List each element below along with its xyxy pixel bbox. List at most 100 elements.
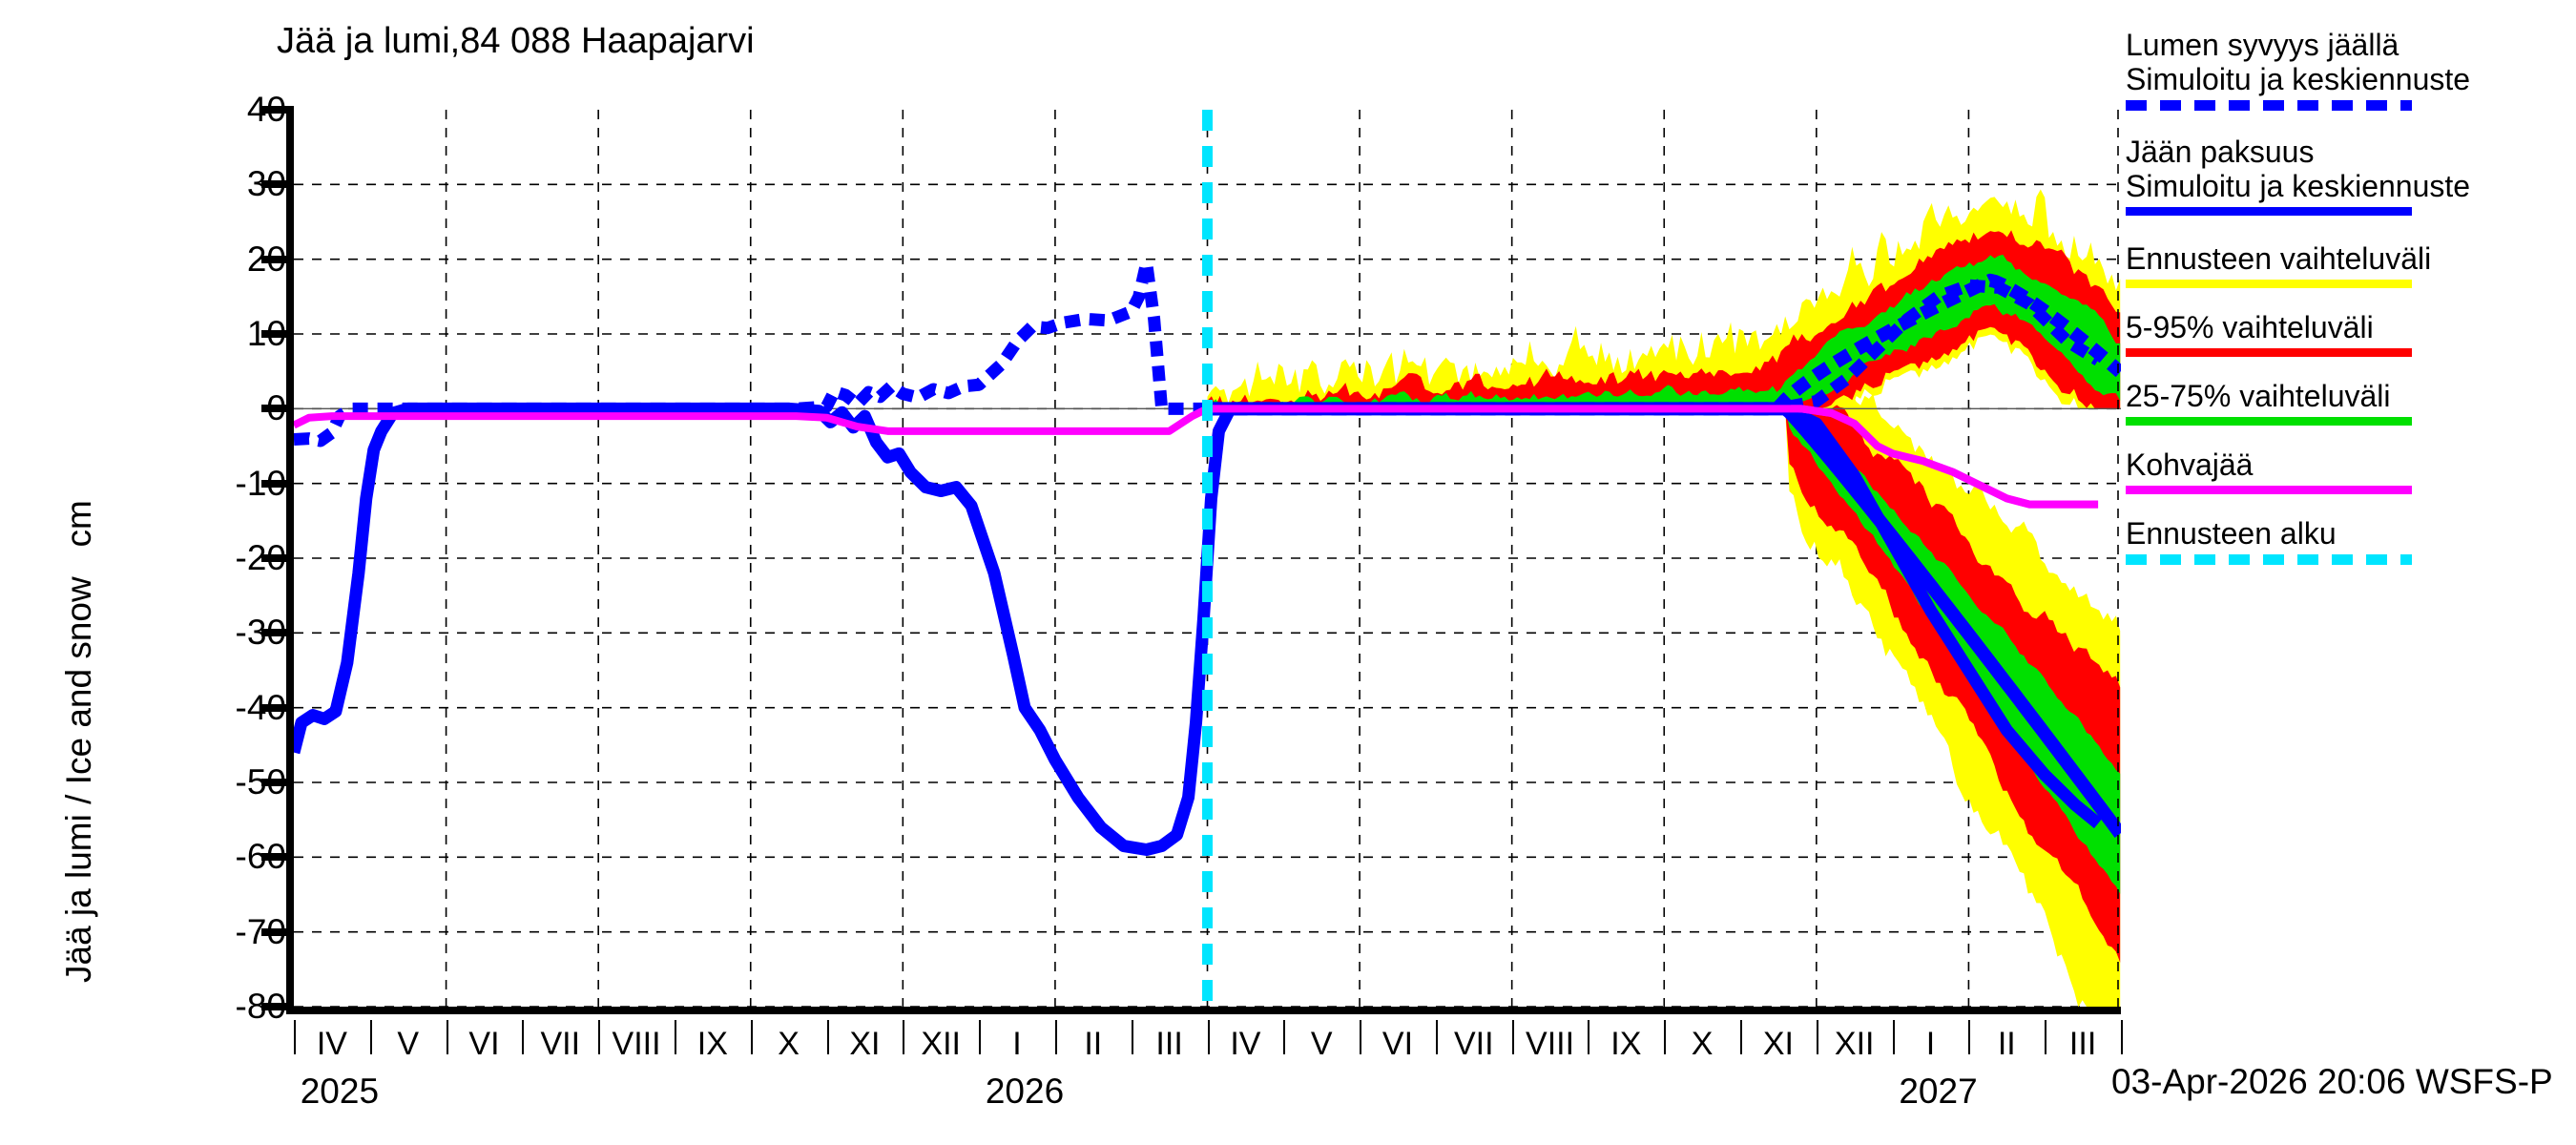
axis-frame-bottom <box>286 1007 2121 1014</box>
x-tick-mark <box>1664 1020 1667 1054</box>
y-tick-mark <box>261 927 294 936</box>
solid-line-swatch <box>2126 347 2412 357</box>
legend-item-label: Lumen syvyys jäällä <box>2126 28 2399 62</box>
x-tick-label: III <box>2068 1026 2097 1062</box>
x-tick-label: XI <box>849 1026 881 1062</box>
x-tick-mark <box>2045 1020 2047 1054</box>
x-axis-tick-labels: IV V VI VII VIII IX X XI XII I II III IV V VI VII VIII IX… <box>0 1020 2576 1140</box>
x-tick-label: II <box>1084 1026 1103 1062</box>
solid-line-swatch <box>2126 206 2412 216</box>
x-tick-label: XII <box>921 1026 962 1062</box>
x-tick-mark <box>1588 1020 1590 1054</box>
legend-item-label: Jään paksuus <box>2126 135 2315 169</box>
x-tick-label: II <box>1997 1026 2016 1062</box>
x-tick-label: IV <box>316 1026 347 1062</box>
legend-item[interactable]: Jään paksuus Simuloitu ja keskiennuste <box>2126 135 2574 216</box>
x-tick-label: XI <box>1762 1026 1794 1062</box>
x-tick-mark <box>903 1020 905 1054</box>
x-tick-mark <box>1054 1020 1057 1054</box>
legend: Lumen syvyys jäällä Simuloitu ja keskienn… <box>2126 28 2574 620</box>
legend-item[interactable]: 5-95% vaihteluväli <box>2126 310 2574 357</box>
x-tick-label: IX <box>696 1026 728 1062</box>
y-tick-mark <box>261 554 294 562</box>
solid-line-swatch <box>2126 279 2412 288</box>
plot-svg <box>287 110 2126 1063</box>
footer-timestamp: 03-Apr-2026 20:06 WSFS-P <box>2111 1062 2553 1101</box>
x-tick-label: IV <box>1230 1026 1261 1062</box>
x-tick-mark <box>1207 1020 1210 1054</box>
y-tick-mark <box>261 779 294 786</box>
x-tick-label: III <box>1155 1026 1183 1062</box>
x-tick-mark <box>1968 1020 1971 1054</box>
solid-line-swatch <box>2126 485 2412 494</box>
y-tick-mark <box>261 180 294 189</box>
x-tick-mark <box>1360 1020 1362 1054</box>
x-tick-label: VIII <box>1526 1026 1575 1062</box>
forecast-band-5-95-snow <box>1207 230 2121 409</box>
x-tick-mark <box>826 1020 829 1054</box>
chart-title: Jää ja lumi,84 088 Haapajarvi <box>277 21 755 61</box>
x-tick-mark <box>294 1020 296 1054</box>
x-tick-mark <box>1511 1020 1514 1054</box>
x-tick-label: I <box>1925 1026 1936 1062</box>
x-tick-label: VII <box>1453 1026 1494 1062</box>
y-tick-mark <box>261 330 294 338</box>
x-tick-mark <box>750 1020 753 1054</box>
x-tick-mark <box>1131 1020 1133 1054</box>
x-tick-label: V <box>1310 1026 1333 1062</box>
x-tick-label: IX <box>1610 1026 1642 1062</box>
y-tick-mark <box>261 629 294 637</box>
x-tick-label: VIII <box>612 1026 661 1062</box>
y-tick-mark <box>261 853 294 862</box>
x-tick-mark <box>1435 1020 1438 1054</box>
y-tick-mark <box>261 405 294 413</box>
legend-item-label: Kohvajää <box>2126 448 2254 482</box>
x-tick-label: VII <box>540 1026 581 1062</box>
x-tick-label: X <box>1691 1026 1714 1062</box>
legend-item[interactable]: Ennusteen vaihteluväli <box>2126 241 2574 288</box>
x-tick-mark <box>598 1020 601 1054</box>
plot-area <box>287 110 2126 1063</box>
forecast-band-25-75-ice <box>1207 396 2121 894</box>
x-tick-mark <box>369 1020 372 1054</box>
solid-line-swatch <box>2126 416 2412 426</box>
dashed-line-swatch <box>2126 553 2412 565</box>
y-tick-mark <box>261 1003 294 1010</box>
axis-frame <box>286 110 294 1014</box>
y-tick-mark <box>261 703 294 712</box>
x-tick-mark <box>1816 1020 1818 1054</box>
x-year-label: 2027 <box>1899 1072 1978 1111</box>
x-tick-mark <box>522 1020 525 1054</box>
x-tick-mark <box>1283 1020 1286 1054</box>
x-tick-mark <box>2121 1020 2123 1054</box>
x-tick-label: VI <box>1381 1026 1414 1062</box>
y-tick-mark <box>261 479 294 488</box>
x-tick-label: VI <box>468 1026 500 1062</box>
x-tick-mark <box>446 1020 448 1054</box>
dashed-line-swatch <box>2126 99 2412 111</box>
legend-item-label: 25-75% vaihteluväli <box>2126 379 2391 413</box>
legend-item[interactable]: 25-75% vaihteluväli <box>2126 379 2574 426</box>
x-tick-mark <box>674 1020 676 1054</box>
legend-item-label: Ennusteen vaihteluväli <box>2126 241 2432 276</box>
x-tick-mark <box>1892 1020 1895 1054</box>
y-axis-tick-labels: 403020100-10-20-30-40-50-60-70-80 <box>38 0 286 1145</box>
x-tick-label: V <box>397 1026 420 1062</box>
legend-item-sublabel: Simuloitu ja keskiennuste <box>2126 61 2471 96</box>
y-tick-mark <box>261 106 294 114</box>
x-tick-label: XII <box>1834 1026 1875 1062</box>
x-year-label: 2025 <box>300 1072 380 1111</box>
legend-item-label: 5-95% vaihteluväli <box>2126 310 2374 344</box>
legend-item-sublabel: Simuloitu ja keskiennuste <box>2126 168 2471 203</box>
x-year-label: 2026 <box>985 1072 1065 1111</box>
legend-item[interactable]: Ennusteen alku <box>2126 516 2574 565</box>
x-tick-label: I <box>1012 1026 1022 1062</box>
legend-item[interactable]: Lumen syvyys jäällä Simuloitu ja keskienn… <box>2126 28 2574 111</box>
x-tick-mark <box>1740 1020 1743 1054</box>
legend-item[interactable]: Kohvajää <box>2126 448 2574 494</box>
x-tick-mark <box>979 1020 982 1054</box>
series-line-slush-ice-forecast <box>1207 405 2099 509</box>
y-tick-mark <box>261 255 294 263</box>
legend-item-label: Ennusteen alku <box>2126 516 2337 551</box>
